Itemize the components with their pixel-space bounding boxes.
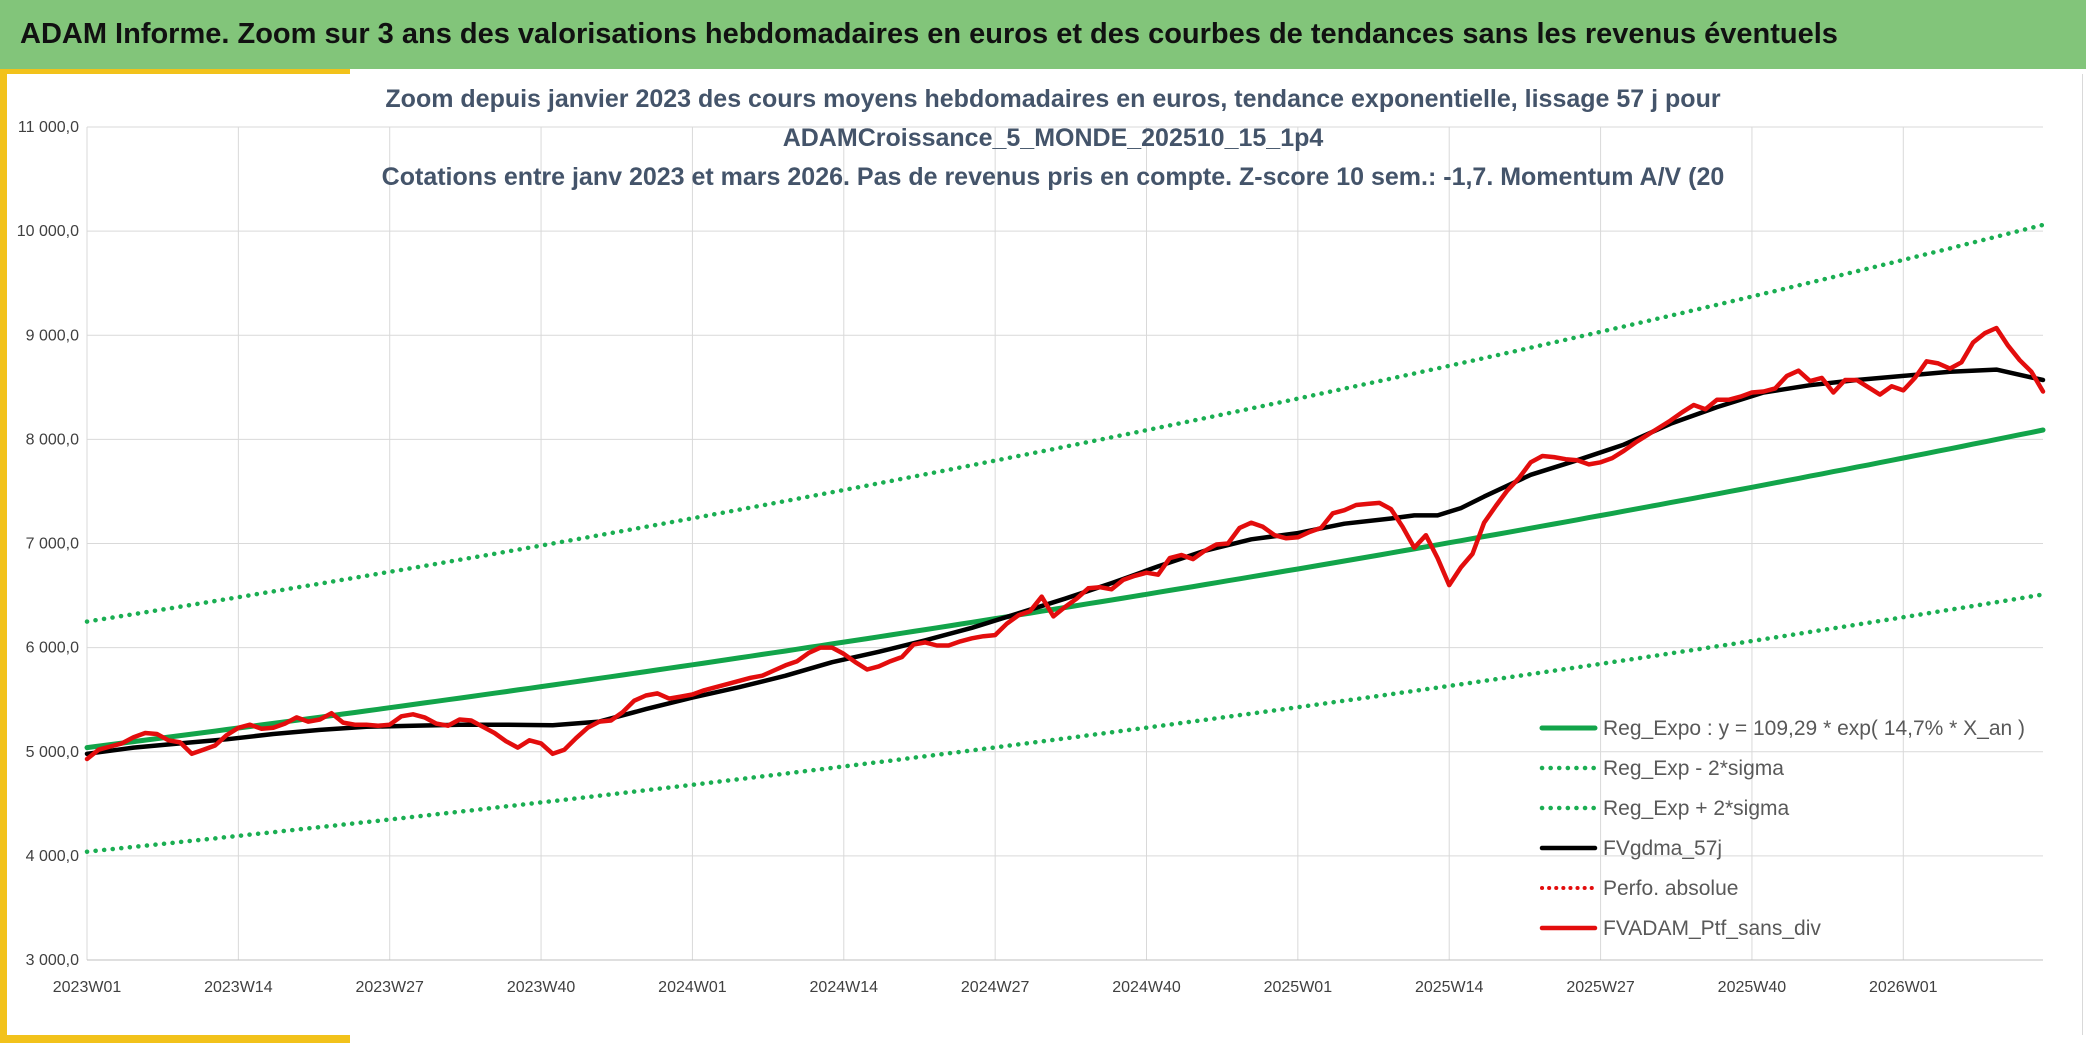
valuation-chart: Zoom depuis janvier 2023 des cours moyen…	[17, 85, 2046, 996]
x-tick-label: 2025W27	[1566, 979, 1635, 996]
report-title: ADAM Informe. Zoom sur 3 ans des valoris…	[20, 18, 1838, 50]
gold-accent-left	[0, 69, 7, 1043]
series-lines	[84, 222, 2046, 854]
grid-lines	[86, 126, 2043, 961]
legend-label-reg-expo-y-109-29-exp-14-7-x-an: Reg_Expo : y = 109,29 * exp( 14,7% * X_a…	[1603, 717, 2025, 740]
y-tick-label: 10 000,0	[17, 223, 79, 240]
axis-labels: 3 000,0 4 000,0 5 000,0 6 000,0 7 000,0 8 000…	[17, 119, 1938, 996]
y-tick-label: 8 000,0	[26, 431, 79, 448]
x-tick-label: 2023W27	[355, 979, 424, 996]
x-tick-label: 2025W01	[1264, 979, 1333, 996]
y-tick-label: 7 000,0	[26, 536, 79, 553]
x-tick-label: 2024W27	[961, 979, 1030, 996]
y-tick-label: 3 000,0	[26, 952, 79, 969]
x-tick-label: 2025W14	[1415, 979, 1484, 996]
y-tick-label: 9 000,0	[26, 327, 79, 344]
legend-label-reg-exp-2-sigma: Reg_Exp + 2*sigma	[1603, 797, 1790, 820]
chart-title-line-3: Cotations entre janv 2023 et mars 2026. …	[382, 163, 1725, 191]
legend-label-perfo-absolue: Perfo. absolue	[1603, 877, 1738, 900]
y-tick-label: 4 000,0	[26, 848, 79, 865]
series-line-reg-exp-2-sigma	[84, 222, 2046, 624]
x-tick-label: 2026W01	[1869, 979, 1938, 996]
chart-title-line-2: ADAMCroissance_5_MONDE_202510_15_1p4	[783, 124, 1324, 152]
legend-label-fvadam-ptf-sans-div: FVADAM_Ptf_sans_div	[1603, 917, 1821, 940]
report-banner: ADAM Informe. Zoom sur 3 ans des valoris…	[0, 0, 2086, 69]
x-tick-label: 2024W40	[1112, 979, 1181, 996]
x-tick-label: 2025W40	[1718, 979, 1787, 996]
x-tick-label: 2024W14	[810, 979, 879, 996]
chart-area: Zoom depuis janvier 2023 des cours moyen…	[7, 74, 2083, 1035]
chart-title-line-1: Zoom depuis janvier 2023 des cours moyen…	[385, 85, 1720, 113]
gold-accent-bottom	[0, 1035, 350, 1043]
x-tick-label: 2023W40	[507, 979, 576, 996]
x-tick-label: 2024W01	[658, 979, 727, 996]
y-tick-label: 6 000,0	[26, 640, 79, 657]
series-line-reg-expo-y-109-29-exp-14-7-x-an	[84, 427, 2046, 751]
x-tick-label: 2023W14	[204, 979, 273, 996]
x-tick-label: 2023W01	[53, 979, 122, 996]
y-tick-label: 5 000,0	[26, 744, 79, 761]
legend-label-reg-exp-2-sigma: Reg_Exp - 2*sigma	[1603, 757, 1784, 780]
chart-legend: Reg_Expo : y = 109,29 * exp( 14,7% * X_a…	[1539, 717, 2025, 940]
legend-label-fvgdma-57j: FVgdma_57j	[1603, 837, 1722, 860]
chart-title: Zoom depuis janvier 2023 des cours moyen…	[382, 85, 1725, 191]
series-line-fvgdma-57j	[84, 367, 2046, 757]
series-line-fvadam-ptf-sans-div	[84, 325, 2046, 762]
y-tick-label: 11 000,0	[18, 119, 79, 136]
series-line-reg-exp-2-sigma	[84, 592, 2046, 854]
gold-accent-top	[0, 69, 350, 74]
